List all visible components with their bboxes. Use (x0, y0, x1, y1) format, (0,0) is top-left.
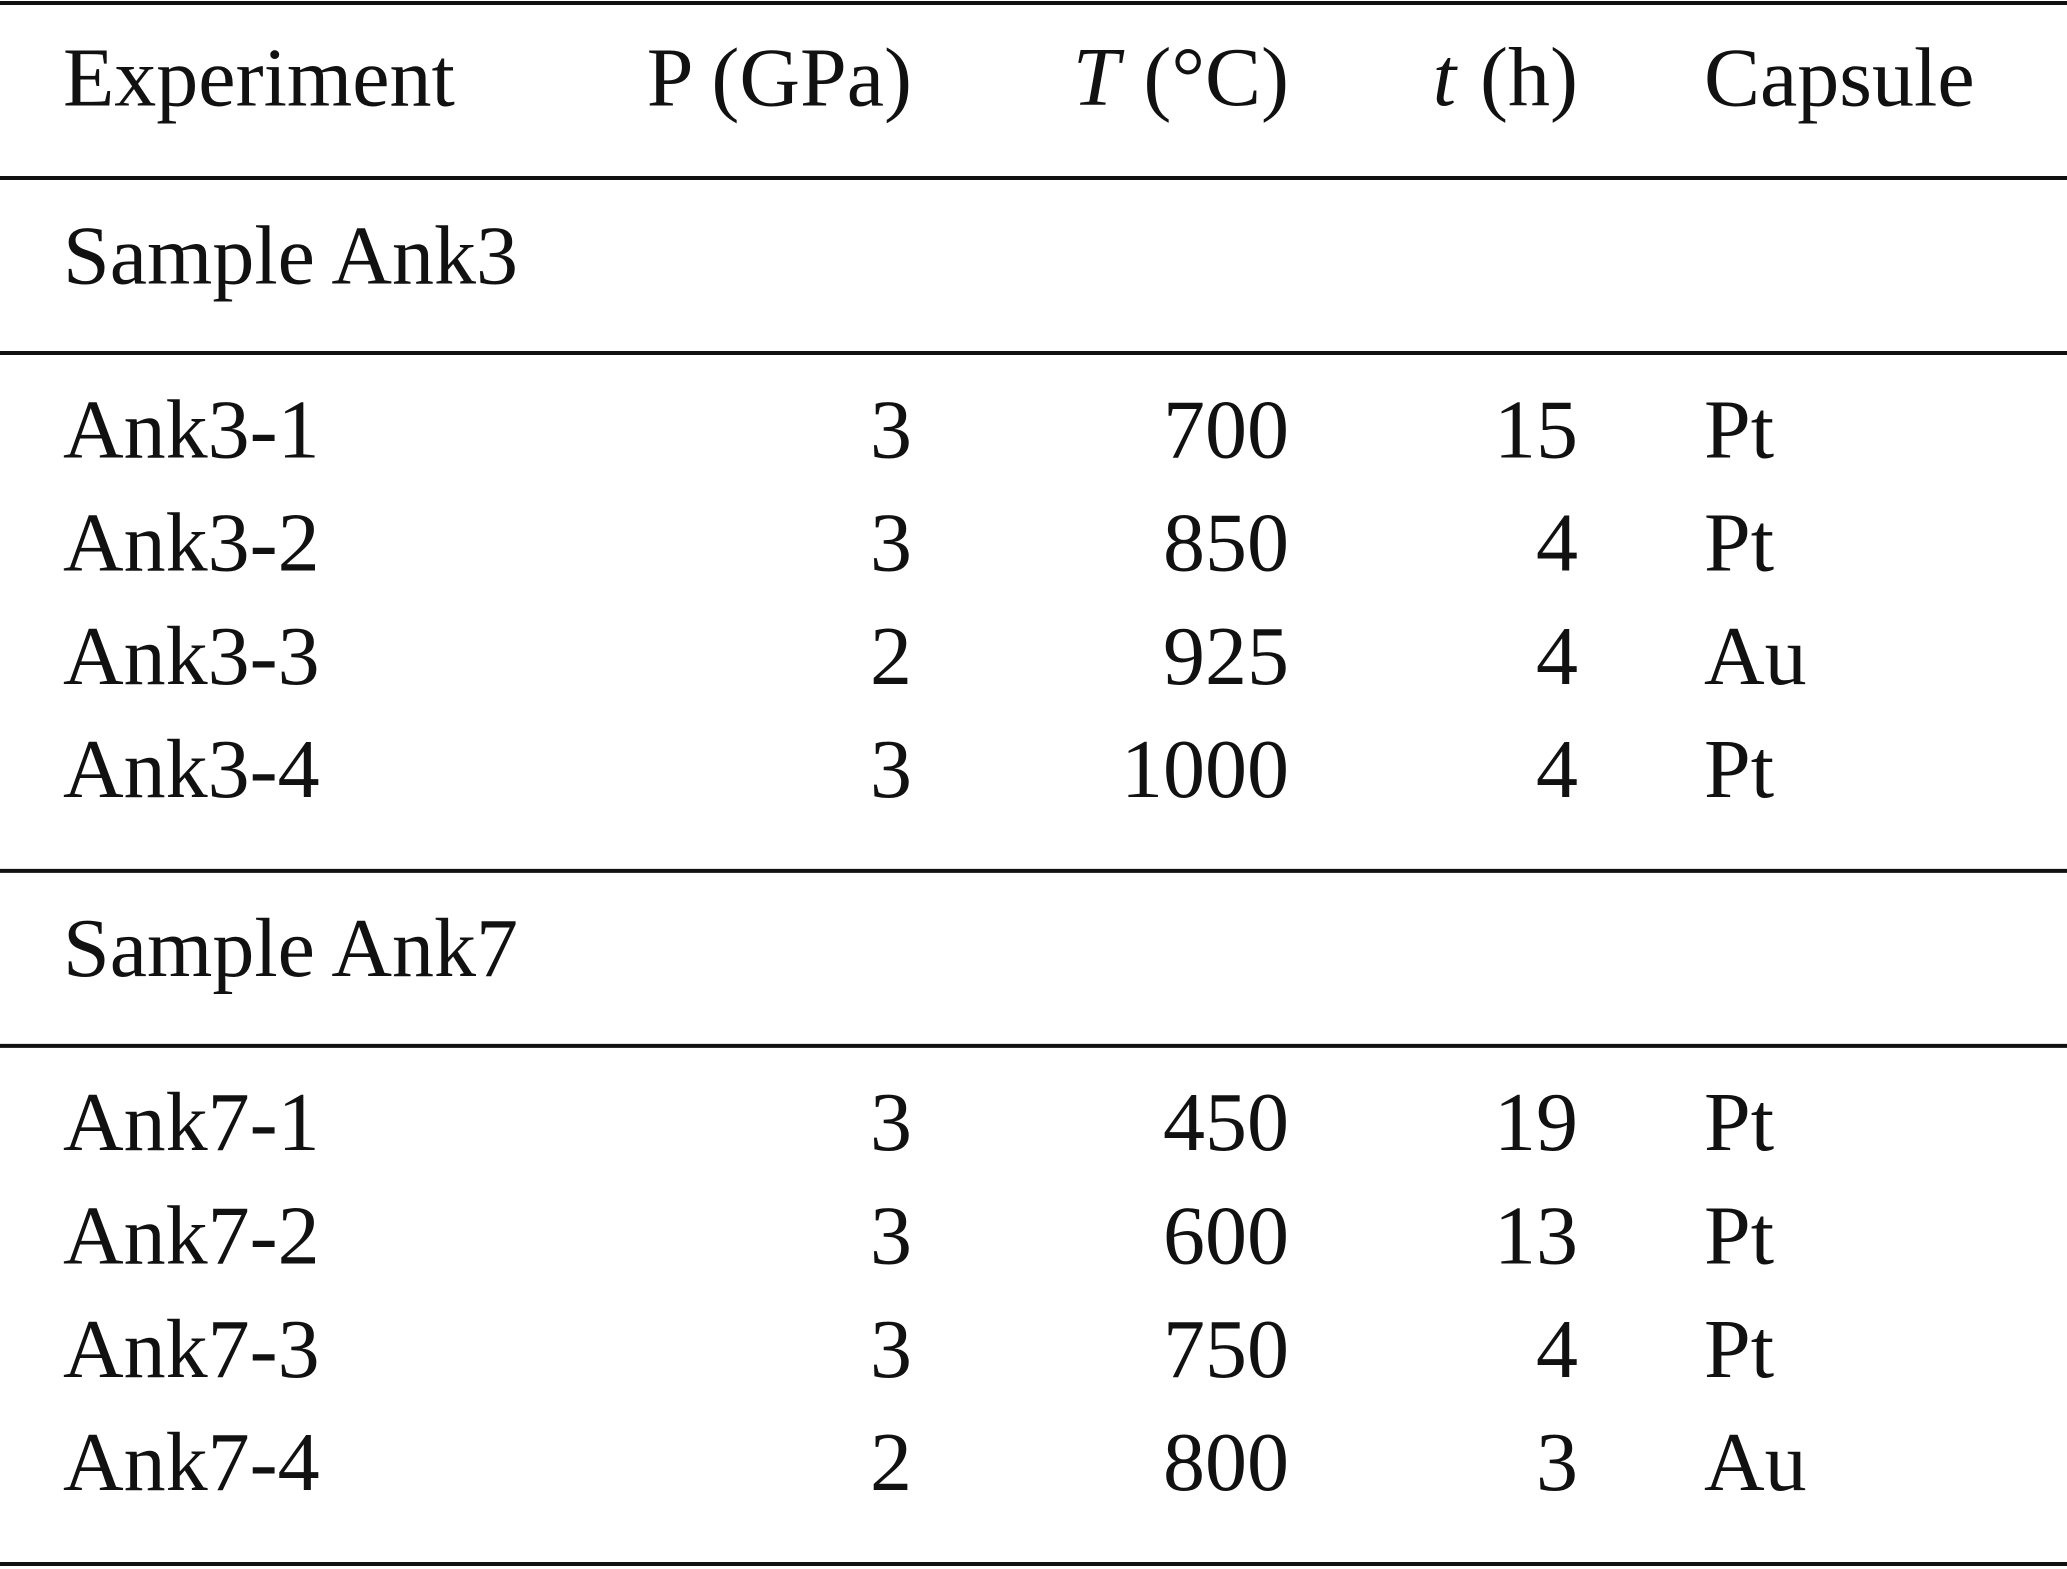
table-cell: Au (1704, 610, 1807, 703)
group-title: Sample Ank7 (63, 902, 518, 995)
table-cell: Ank7-4 (63, 1416, 320, 1509)
table-cell: 2 (870, 610, 912, 703)
table-cell: 750 (1163, 1303, 1289, 1396)
table-cell: 1000 (1121, 723, 1289, 816)
column-header: T (°C) (1073, 31, 1289, 124)
table-cell: Ank7-1 (63, 1076, 320, 1169)
table-cell: 3 (870, 1303, 912, 1396)
table-cell: 4 (1536, 723, 1578, 816)
table-cell: 600 (1163, 1189, 1289, 1282)
table-cell: 700 (1163, 383, 1289, 476)
table-cell: Ank7-3 (63, 1303, 320, 1396)
header-symbol: t (1433, 31, 1459, 124)
group-title: Sample Ank3 (63, 209, 518, 302)
table-cell: Ank3-1 (63, 383, 320, 476)
table-cell: Pt (1704, 1189, 1774, 1282)
table-cell: 800 (1163, 1416, 1289, 1509)
table-cell: Pt (1704, 723, 1774, 816)
column-header: t (h) (1433, 31, 1578, 124)
table-cell: 3 (870, 723, 912, 816)
column-header: P (GPa) (647, 31, 912, 124)
column-header: Capsule (1704, 31, 1975, 124)
column-header: Experiment (63, 31, 455, 124)
table-cell: Ank3-2 (63, 497, 320, 590)
table-cell: 3 (870, 1189, 912, 1282)
table-cell: 3 (870, 1076, 912, 1169)
table-cell: 15 (1494, 383, 1578, 476)
table-cell: Pt (1704, 383, 1774, 476)
table-cell: Au (1704, 1416, 1807, 1509)
table-cell: Ank3-4 (63, 723, 320, 816)
header-unit: (h) (1480, 31, 1578, 124)
table-cell: 4 (1536, 610, 1578, 703)
table-cell: 925 (1163, 610, 1289, 703)
table-cell: 3 (870, 497, 912, 590)
table-cell: Ank7-2 (63, 1189, 320, 1282)
table-cell: Ank3-3 (63, 610, 320, 703)
header-symbol: T (1073, 31, 1125, 124)
table-cell: Pt (1704, 1076, 1774, 1169)
header-unit: (°C) (1143, 31, 1289, 124)
table-cell: Pt (1704, 1303, 1774, 1396)
table-cell: 19 (1494, 1076, 1578, 1169)
table-cell: 3 (870, 383, 912, 476)
table-cell: 450 (1163, 1076, 1289, 1169)
table-cell: 4 (1536, 1303, 1578, 1396)
table-cell: 2 (870, 1416, 912, 1509)
table-cell: 4 (1536, 497, 1578, 590)
table-cell: Pt (1704, 497, 1774, 590)
table-cell: 3 (1536, 1416, 1578, 1509)
table-cell: 13 (1494, 1189, 1578, 1282)
table-cell: 850 (1163, 497, 1289, 590)
